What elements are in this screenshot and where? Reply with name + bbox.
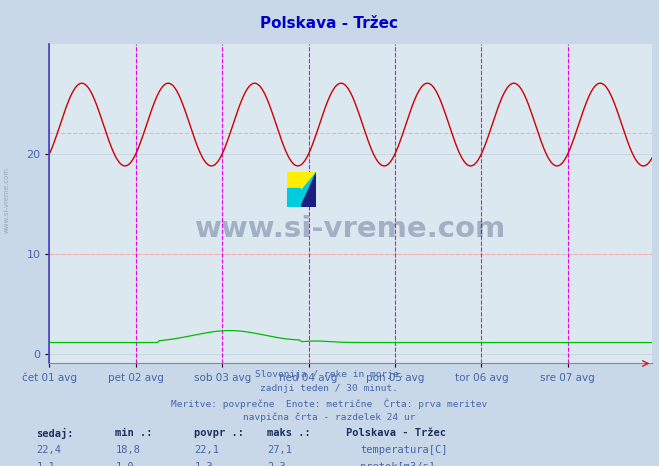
Text: 22,1: 22,1 <box>194 445 219 455</box>
Text: 27,1: 27,1 <box>267 445 292 455</box>
Polygon shape <box>287 172 316 207</box>
Text: pretok[m3/s]: pretok[m3/s] <box>360 462 436 466</box>
Text: navpična črta - razdelek 24 ur: navpična črta - razdelek 24 ur <box>243 412 416 422</box>
Polygon shape <box>287 188 300 207</box>
Text: temperatura[C]: temperatura[C] <box>360 445 448 455</box>
Text: 22,4: 22,4 <box>36 445 61 455</box>
Polygon shape <box>287 172 316 207</box>
Polygon shape <box>300 172 316 207</box>
Text: povpr .:: povpr .: <box>194 428 244 438</box>
Text: www.si-vreme.com: www.si-vreme.com <box>3 167 10 233</box>
Text: Slovenija / reke in morje.: Slovenija / reke in morje. <box>255 370 404 379</box>
Text: maks .:: maks .: <box>267 428 310 438</box>
Text: 18,8: 18,8 <box>115 445 140 455</box>
Text: min .:: min .: <box>115 428 153 438</box>
Text: zadnji teden / 30 minut.: zadnji teden / 30 minut. <box>260 384 399 393</box>
Text: Meritve: povprečne  Enote: metrične  Črta: prva meritev: Meritve: povprečne Enote: metrične Črta:… <box>171 398 488 409</box>
Text: 1,3: 1,3 <box>194 462 213 466</box>
Text: Polskava - Tržec: Polskava - Tržec <box>346 428 446 438</box>
Text: Polskava - Tržec: Polskava - Tržec <box>260 16 399 31</box>
Text: 2,3: 2,3 <box>267 462 285 466</box>
Text: 1,1: 1,1 <box>36 462 55 466</box>
Text: 1,0: 1,0 <box>115 462 134 466</box>
Text: www.si-vreme.com: www.si-vreme.com <box>195 215 507 243</box>
Text: sedaj:: sedaj: <box>36 428 74 439</box>
